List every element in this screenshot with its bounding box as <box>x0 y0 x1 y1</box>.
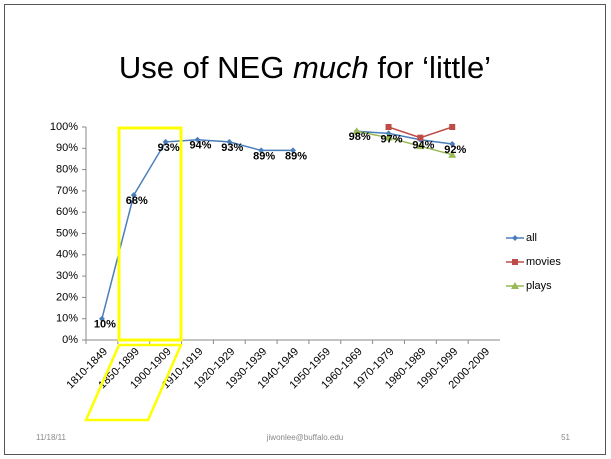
marker <box>417 134 424 141</box>
footer-date: 11/18/11 <box>36 433 67 442</box>
data-label: 10% <box>94 319 116 331</box>
marker <box>385 124 392 130</box>
legend-label: all <box>526 232 537 244</box>
marker <box>258 147 265 154</box>
marker <box>226 138 233 145</box>
marker <box>194 136 201 143</box>
y-tick-label: 0% <box>62 334 78 346</box>
data-label: 97% <box>381 133 403 145</box>
highlight-label-box <box>84 343 183 422</box>
marker <box>448 150 457 158</box>
title-emphasis: much <box>293 50 369 85</box>
data-label: 94% <box>412 140 434 152</box>
data-label: 93% <box>221 142 243 154</box>
chart-title: Use of NEG much for ‘little’ <box>119 50 491 85</box>
marker <box>130 192 137 199</box>
marker <box>511 282 519 289</box>
footer-email: jiwonlee@buffalo.edu <box>266 433 343 442</box>
data-label: 89% <box>253 150 275 162</box>
y-tick-label: 30% <box>56 270 78 282</box>
title-part: Use of NEG <box>119 50 284 85</box>
marker <box>512 235 518 241</box>
marker <box>512 259 518 265</box>
footer-page: 51 <box>561 433 570 442</box>
data-label: 89% <box>285 150 307 162</box>
marker <box>416 142 425 150</box>
y-tick-label: 70% <box>56 185 78 197</box>
y-tick-label: 100% <box>50 121 78 133</box>
y-tick-label: 10% <box>56 313 78 325</box>
y-tick-label: 20% <box>56 291 78 303</box>
series-line <box>356 130 453 145</box>
marker <box>98 315 105 322</box>
data-label: 98% <box>349 131 371 143</box>
legend-label: plays <box>526 280 552 292</box>
data-label: 93% <box>158 142 180 154</box>
y-tick-label: 60% <box>56 206 78 218</box>
marker <box>162 138 169 145</box>
marker <box>449 124 456 130</box>
legend-label: movies <box>526 256 561 268</box>
marker <box>449 141 456 148</box>
marker <box>352 127 361 135</box>
marker <box>384 133 393 141</box>
series-line <box>356 130 453 156</box>
y-tick-label: 40% <box>56 249 78 261</box>
y-tick-label: 50% <box>56 227 78 239</box>
highlight-box <box>117 126 183 342</box>
data-label: 68% <box>126 195 148 207</box>
data-label: 94% <box>189 140 211 152</box>
title-part: for ‘little’ <box>377 50 491 85</box>
marker <box>290 147 296 154</box>
y-tick-label: 90% <box>56 142 78 154</box>
y-tick-label: 80% <box>56 164 78 176</box>
data-label: 92% <box>444 144 466 156</box>
marker <box>385 130 392 137</box>
